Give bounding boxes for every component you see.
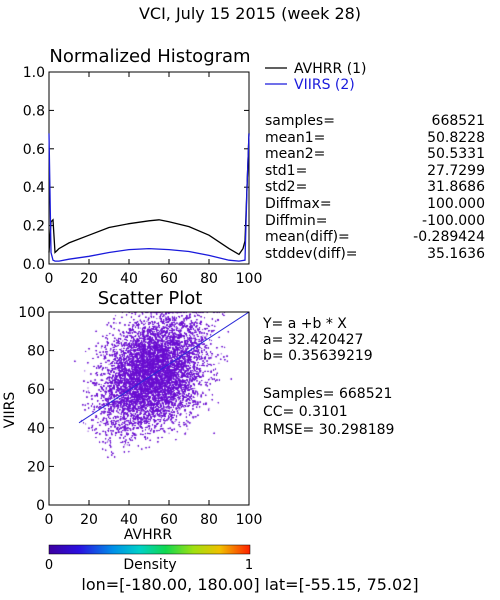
hist-x-tick-label: 0 (45, 271, 54, 287)
stat-label: std1= (265, 162, 308, 179)
stat-value: 100.000 (427, 196, 485, 212)
stat-row: samples= 668521 (265, 113, 485, 130)
stat-value: 27.7299 (427, 162, 485, 179)
scatter-x-tick-label: 100 (236, 512, 263, 528)
colorbar-max-label: 1 (245, 558, 253, 573)
hist-x-tick-label: 40 (120, 271, 138, 287)
hist-x-tick-label: 80 (200, 271, 218, 287)
scatter-x-tick-label: 0 (45, 512, 54, 528)
hist-x-tick-label: 20 (80, 271, 98, 287)
scatter-x-tick-label: 40 (120, 512, 138, 528)
stat-label: mean1= (265, 129, 326, 146)
stat-value: 668521 (431, 113, 485, 129)
scatter-y-label: VIIRS (2, 392, 18, 429)
footer-coords: lon=[-180.00, 180.00] lat=[-55.15, 75.02… (81, 575, 419, 594)
scatter-x-label: AVHRR (124, 527, 173, 543)
hist-x-tick-label: 100 (236, 271, 263, 287)
fit-cc: CC= 0.3101 (263, 404, 348, 420)
scatter-frame (48, 311, 250, 506)
fit-rmse: RMSE= 30.298189 (263, 422, 395, 438)
stat-row: mean1= 50.8228 (265, 130, 485, 147)
scatter-x-tick-label: 80 (200, 512, 218, 528)
colorbar-label: Density (123, 557, 176, 573)
fit-samples: Samples= 668521 (263, 386, 393, 402)
stat-value: 35.1636 (427, 245, 485, 262)
stat-value: -0.289424 (413, 229, 485, 246)
hist-y-tick-label: 1.0 (23, 65, 45, 81)
hist-y-tick-label: 0.8 (23, 103, 45, 119)
hist-y-tick-label: 0.4 (23, 180, 45, 196)
stat-label: mean(diff)= (265, 229, 350, 246)
hist-x-tick-label: 60 (160, 271, 178, 287)
avhrr-histogram-line (48, 133, 250, 256)
colorbar (48, 544, 251, 555)
viirs-histogram-line (48, 133, 250, 262)
legend-label: VIIRS (2) (294, 77, 355, 93)
scatter-title: Scatter Plot (98, 288, 203, 309)
scatter-y-tick-label: 0 (36, 498, 45, 514)
fit-b: b= 0.35639219 (263, 348, 373, 364)
stat-label: stddev(diff)= (265, 245, 358, 262)
fit-a: a= 32.420427 (263, 332, 364, 348)
legend-label: AVHRR (1) (294, 61, 367, 77)
fit-line (78, 312, 249, 424)
scatter-y-tick-label: 100 (18, 305, 45, 321)
scatter-x-tick-label: 60 (160, 512, 178, 528)
hist-y-tick-label: 0.0 (23, 257, 45, 273)
hist-y-tick-label: 0.2 (23, 219, 45, 235)
stat-label: Diffmin= (265, 212, 328, 229)
scatter-points (49, 312, 249, 505)
stat-row: stddev(diff)= 35.1636 (265, 246, 485, 263)
stat-value: 50.8228 (427, 129, 485, 146)
stat-value: -100.000 (422, 212, 485, 229)
stat-label: mean2= (265, 146, 326, 163)
page-title: VCI, July 15 2015 (week 28) (138, 4, 362, 23)
stat-label: Diffmax= (265, 196, 332, 212)
stat-row: Diffmax= 100.000 (265, 196, 485, 213)
stat-row: std1= 27.7299 (265, 163, 485, 180)
scatter-y-tick-label: 40 (27, 421, 45, 437)
scatter-y-tick-label: 60 (27, 382, 45, 398)
hist-y-tick-label: 0.6 (23, 142, 45, 158)
stat-row: std2= 31.8686 (265, 179, 485, 196)
histogram-chart: Normalized Histogram 0 20 40 60 80 100 0.0 0.2 0… (23, 46, 367, 287)
histogram-title: Normalized Histogram (49, 46, 250, 67)
stat-label: std2= (265, 179, 308, 196)
scatter-y-tick-label: 80 (27, 344, 45, 360)
fit-equation: Y= a +b * X (263, 316, 347, 332)
stat-row: mean2= 50.5331 (265, 146, 485, 163)
stat-value: 50.5331 (427, 146, 485, 163)
scatter-y-tick-label: 20 (27, 459, 45, 475)
stat-label: samples= (265, 113, 335, 129)
colorbar-min-label: 0 (45, 558, 53, 573)
scatter-x-tick-label: 20 (80, 512, 98, 528)
stat-value: 31.8686 (427, 179, 485, 196)
stat-row: Diffmin= -100.000 (265, 213, 485, 230)
stat-row: mean(diff)= -0.289424 (265, 229, 485, 246)
